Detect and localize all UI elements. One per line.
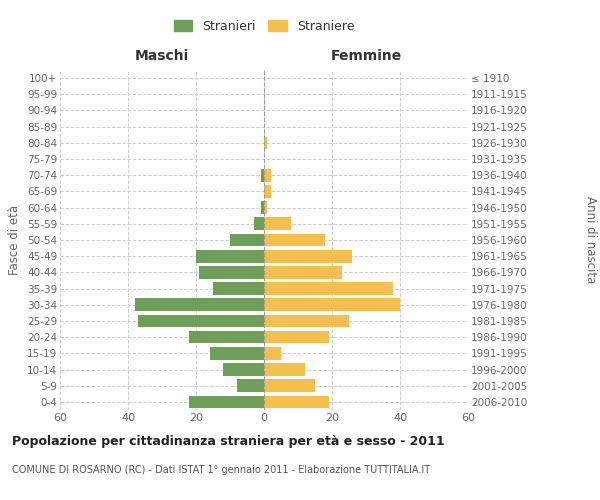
Bar <box>264 347 281 360</box>
Bar <box>264 136 268 149</box>
Bar <box>260 202 264 214</box>
Bar <box>264 234 325 246</box>
Bar <box>264 169 271 181</box>
Bar <box>264 331 329 344</box>
Text: COMUNE DI ROSARNO (RC) - Dati ISTAT 1° gennaio 2011 - Elaborazione TUTTITALIA.IT: COMUNE DI ROSARNO (RC) - Dati ISTAT 1° g… <box>12 465 430 475</box>
Bar <box>264 266 342 278</box>
Y-axis label: Fasce di età: Fasce di età <box>8 205 22 275</box>
Bar <box>223 363 264 376</box>
Bar <box>138 314 264 328</box>
Bar <box>264 396 329 408</box>
Bar <box>264 363 305 376</box>
Bar <box>213 282 264 295</box>
Bar <box>196 250 264 262</box>
Bar <box>189 331 264 344</box>
Bar <box>264 314 349 328</box>
Bar <box>264 282 393 295</box>
Bar <box>264 202 268 214</box>
Text: Anni di nascita: Anni di nascita <box>584 196 597 284</box>
Text: Femmine: Femmine <box>331 48 401 62</box>
Bar <box>254 218 264 230</box>
Bar <box>230 234 264 246</box>
Bar <box>264 250 352 262</box>
Bar <box>135 298 264 311</box>
Bar <box>264 298 400 311</box>
Bar <box>189 396 264 408</box>
Bar <box>264 218 291 230</box>
Bar <box>264 380 315 392</box>
Text: Popolazione per cittadinanza straniera per età e sesso - 2011: Popolazione per cittadinanza straniera p… <box>12 435 445 448</box>
Legend: Stranieri, Straniere: Stranieri, Straniere <box>170 16 358 37</box>
Bar <box>260 169 264 181</box>
Bar <box>199 266 264 278</box>
Bar <box>264 185 271 198</box>
Bar <box>209 347 264 360</box>
Bar <box>237 380 264 392</box>
Text: Maschi: Maschi <box>135 48 189 62</box>
